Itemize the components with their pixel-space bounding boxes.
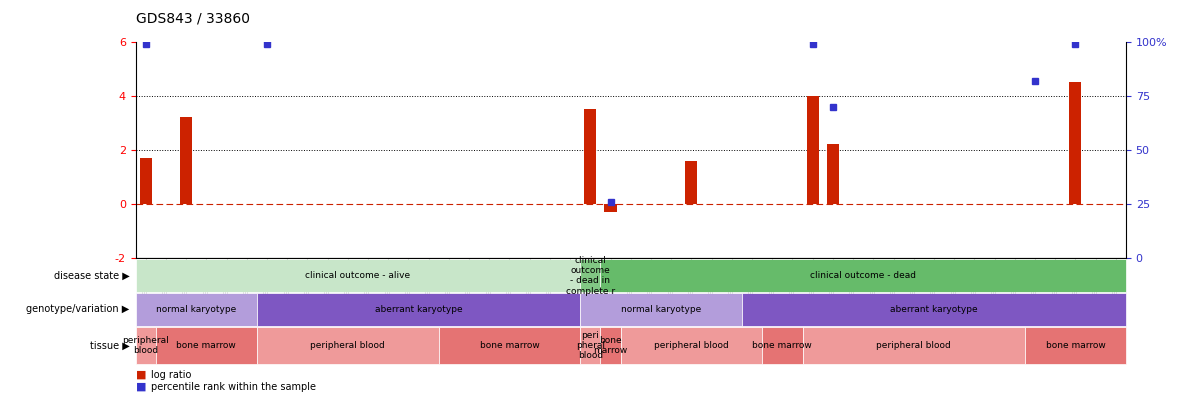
Text: aberrant karyotype: aberrant karyotype	[375, 305, 462, 314]
Text: tissue ▶: tissue ▶	[90, 341, 130, 350]
Text: peripheral blood: peripheral blood	[310, 341, 386, 350]
Bar	[585, 109, 597, 204]
Bar	[685, 161, 698, 204]
Text: GDS843 / 33860: GDS843 / 33860	[136, 12, 250, 26]
Text: ■: ■	[136, 370, 146, 380]
Text: clinical outcome - alive: clinical outcome - alive	[305, 271, 410, 280]
Text: bone marrow: bone marrow	[752, 341, 812, 350]
Text: bone
marrow: bone marrow	[593, 336, 627, 355]
Text: log ratio: log ratio	[151, 370, 191, 380]
Text: percentile rank within the sample: percentile rank within the sample	[151, 382, 316, 392]
Bar	[180, 117, 192, 204]
Bar	[806, 96, 818, 204]
Text: peripheral
blood: peripheral blood	[123, 336, 169, 355]
Text: bone marrow: bone marrow	[177, 341, 236, 350]
Text: peri
pheral
blood: peri pheral blood	[575, 331, 605, 360]
Text: clinical outcome - dead: clinical outcome - dead	[810, 271, 916, 280]
Bar	[826, 145, 839, 204]
Text: peripheral blood: peripheral blood	[876, 341, 951, 350]
Text: aberrant karyotype: aberrant karyotype	[890, 305, 977, 314]
Bar	[139, 158, 152, 204]
Text: ■: ■	[136, 382, 146, 392]
Text: bone marrow: bone marrow	[480, 341, 539, 350]
Text: normal karyotype: normal karyotype	[156, 305, 236, 314]
Text: peripheral blood: peripheral blood	[654, 341, 729, 350]
Bar	[1069, 82, 1081, 204]
Text: clinical
outcome
- dead in
complete r: clinical outcome - dead in complete r	[566, 255, 615, 296]
Text: bone marrow: bone marrow	[1046, 341, 1105, 350]
Bar	[605, 204, 617, 212]
Text: normal karyotype: normal karyotype	[621, 305, 702, 314]
Text: disease state ▶: disease state ▶	[54, 270, 130, 281]
Text: genotype/variation ▶: genotype/variation ▶	[26, 304, 130, 314]
